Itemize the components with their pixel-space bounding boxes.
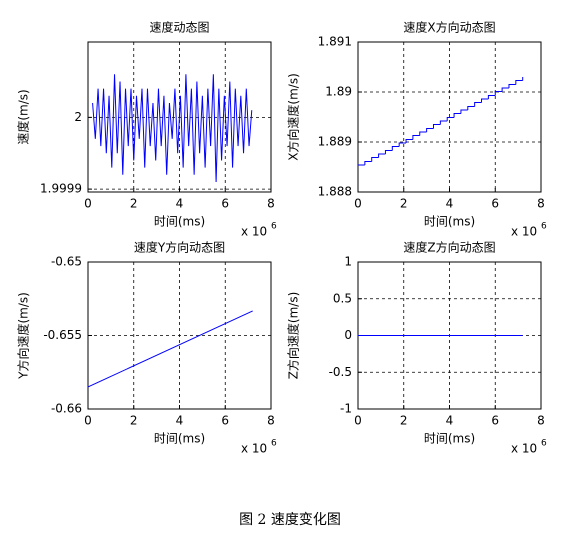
step-segment [412,135,420,140]
x-tick-label: 8 [537,414,545,428]
x-tick-label: 2 [400,414,408,428]
y-tick-label: -0.655 [43,328,82,342]
x-scale-label: x 10 [511,442,537,456]
step-segment [398,142,407,147]
y-tick-label: -1 [340,402,352,416]
subplot-title: 速度Y方向动态图 [134,240,225,255]
x-scale-label: x 10 [241,225,267,239]
data-line [92,74,253,182]
step-segment [426,128,434,132]
y-tick-label: 2 [74,110,82,124]
plot-frame [87,261,272,410]
y-axis-label: Y方向速度(m/s) [16,292,31,380]
x-axis-label: 时间(ms) [424,432,475,446]
y-tick-label: 1.891 [318,35,352,49]
step-segment [446,117,455,121]
x-scale-exponent: 6 [541,222,547,232]
x-axis-label: 时间(ms) [424,215,475,229]
step-segment [364,161,372,165]
x-tick-label: 2 [400,197,408,211]
y-tick-label: 1.9999 [40,182,82,196]
step-segment [474,102,482,107]
x-tick-label: 8 [267,197,275,211]
y-tick-label: -0.5 [329,365,352,379]
x-tick-label: 4 [176,414,184,428]
x-tick-label: 6 [221,414,229,428]
x-tick-label: 8 [267,414,275,428]
x-tick-label: 0 [84,197,92,211]
y-axis-label: Z方向速度(m/s) [286,292,301,380]
y-tick-label: 1.888 [318,185,352,199]
x-axis-label: 时间(ms) [154,215,205,229]
x-scale-exponent: 6 [541,439,547,449]
step-segment [378,153,386,158]
step-segment [453,113,461,118]
x-tick-label: 2 [130,197,138,211]
step-segment [439,120,448,125]
step-segment [391,146,400,151]
step-segment [467,106,475,110]
y-axis-label: 速度(m/s) [16,89,31,144]
y-tick-label: 1.89 [325,85,352,99]
y-tick-label: 0.5 [333,291,352,305]
x-tick-label: 4 [176,197,184,211]
step-segment [508,84,516,88]
step-segment [494,91,503,96]
step-segment [460,109,468,114]
x-tick-label: 6 [221,197,229,211]
x-tick-label: 0 [354,197,362,211]
x-scale-label: x 10 [241,442,267,456]
x-scale-exponent: 6 [271,439,277,449]
x-tick-label: 4 [446,414,454,428]
step-segment [419,131,427,136]
x-tick-label: 6 [491,197,499,211]
data-line [87,310,253,388]
x-tick-label: 2 [130,414,138,428]
step-segment [501,87,509,92]
x-scale-exponent: 6 [271,222,277,232]
subplot-title: 速度X方向动态图 [403,20,495,35]
x-tick-label: 0 [84,414,92,428]
y-tick-label: 1.889 [318,135,352,149]
step-segment [405,139,413,143]
plot-frame [357,41,542,193]
y-tick-label: -0.65 [51,255,82,269]
x-axis-label: 时间(ms) [154,432,205,446]
step-segment [384,150,393,154]
y-tick-label: -0.66 [51,402,82,416]
plot-frame [87,41,272,193]
caption: 图 2 速度变化图 [239,512,341,528]
x-scale-label: x 10 [511,225,537,239]
x-tick-label: 0 [354,414,362,428]
subplot-title: 速度Z方向动态图 [403,240,495,255]
step-segment [515,80,523,85]
x-tick-label: 8 [537,197,545,211]
step-segment [487,95,496,99]
x-tick-label: 6 [491,414,499,428]
y-tick-label: 0 [344,328,352,342]
step-segment [432,124,441,129]
y-tick-label: 1 [344,255,352,269]
step-segment [371,157,379,162]
step-segment [481,98,489,103]
x-tick-label: 4 [446,197,454,211]
y-axis-label: X方向速度(m/s) [286,73,301,161]
subplot-title: 速度动态图 [149,20,209,35]
